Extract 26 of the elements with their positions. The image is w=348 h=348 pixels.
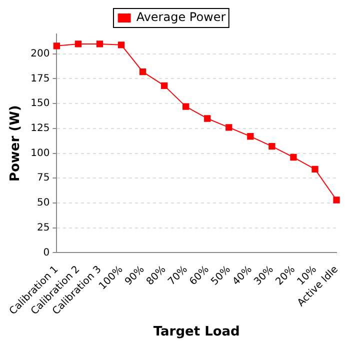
y-tick-label: 125 <box>30 123 50 134</box>
point <box>53 42 60 50</box>
point <box>268 143 276 150</box>
legend-label: Average Power <box>136 10 226 24</box>
point <box>333 196 340 204</box>
point <box>74 40 82 48</box>
point <box>312 166 318 173</box>
point <box>182 103 190 110</box>
y-axis-title: Power (W) <box>8 105 24 182</box>
point <box>247 133 254 140</box>
y-tick-label: 100 <box>30 148 50 159</box>
y-tick-label: 0 <box>43 247 50 258</box>
point <box>290 154 297 161</box>
point <box>204 115 211 122</box>
point <box>118 42 125 48</box>
y-tick-label: 175 <box>30 73 50 84</box>
x-axis-title: Target Load <box>153 324 240 340</box>
y-tick-label: 200 <box>30 48 50 60</box>
point <box>139 68 146 76</box>
y-tick-label: 150 <box>30 98 50 110</box>
point <box>226 124 232 131</box>
point <box>96 40 104 48</box>
point <box>160 82 168 90</box>
y-tick-label: 50 <box>36 198 50 209</box>
y-tick-label: 75 <box>36 172 50 184</box>
y-tick-label: 25 <box>36 222 50 234</box>
